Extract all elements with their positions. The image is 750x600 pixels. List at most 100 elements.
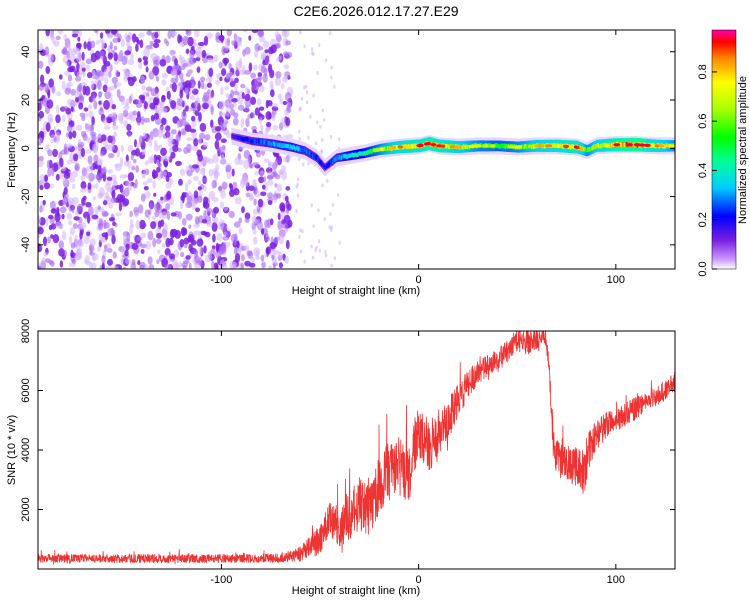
noise-cell	[178, 211, 182, 220]
noise-cell	[110, 30, 118, 35]
noise-cell	[285, 40, 292, 46]
noise-cell	[80, 187, 87, 193]
noise-cell	[268, 112, 272, 120]
noise-cell	[91, 133, 96, 143]
noise-cell	[215, 242, 220, 253]
noise-cell	[184, 244, 188, 249]
track-cell	[235, 134, 237, 139]
noise-cell	[316, 120, 319, 125]
noise-cell	[194, 110, 199, 117]
noise-cell	[55, 221, 61, 229]
noise-cell	[283, 30, 288, 38]
noise-cell	[234, 253, 241, 263]
noise-cell	[101, 39, 105, 48]
noise-cell	[133, 158, 137, 164]
noise-cell	[299, 249, 303, 254]
noise-cell	[221, 45, 227, 56]
track-cell	[290, 145, 292, 150]
noise-cell	[119, 114, 124, 125]
track-hotspot	[419, 143, 424, 147]
track-cell	[283, 143, 286, 148]
colorbar-tick-label: 0.4	[697, 163, 709, 178]
noise-cell	[197, 80, 201, 89]
noise-cell	[116, 148, 120, 158]
y-tick-label: -40	[20, 237, 32, 253]
track-hotspot	[484, 144, 489, 148]
noise-cell	[63, 187, 68, 195]
noise-cell	[136, 236, 143, 241]
noise-cell	[285, 209, 290, 214]
noise-cell	[39, 184, 44, 191]
noise-cell	[146, 30, 152, 36]
noise-cell	[129, 46, 133, 52]
noise-cell	[44, 46, 50, 56]
noise-cell	[97, 164, 102, 174]
noise-cell	[69, 65, 76, 73]
noise-cell	[178, 64, 183, 72]
noise-cell	[240, 178, 246, 188]
noise-cell	[152, 215, 156, 220]
noise-cell	[99, 50, 105, 60]
noise-cell	[154, 31, 159, 39]
noise-cell	[55, 114, 61, 124]
noise-cell	[61, 80, 66, 90]
noise-cell	[193, 138, 199, 147]
noise-cell	[243, 159, 250, 170]
noise-cell	[298, 107, 301, 112]
noise-cell	[285, 239, 290, 250]
noise-cell	[221, 68, 227, 77]
track-hotspot	[613, 143, 621, 147]
noise-cell	[144, 191, 151, 199]
noise-cell	[125, 258, 131, 265]
noise-cell	[91, 214, 99, 220]
noise-cell	[148, 96, 154, 102]
track-cell	[311, 152, 313, 158]
noise-cell	[48, 260, 54, 265]
track-hotspot	[389, 146, 394, 150]
noise-cell	[125, 41, 131, 48]
noise-cell	[138, 135, 144, 145]
noise-cell	[188, 262, 192, 269]
noise-cell	[208, 168, 214, 177]
noise-cell	[228, 182, 233, 189]
noise-cell	[52, 148, 58, 158]
noise-cell	[210, 119, 214, 128]
noise-cell	[219, 201, 225, 209]
track-cell	[286, 144, 289, 149]
track-cell	[582, 147, 584, 152]
track-cell	[624, 142, 627, 147]
noise-cell	[321, 108, 324, 113]
noise-cell	[218, 34, 225, 42]
noise-cell	[47, 167, 52, 177]
track-cell	[605, 142, 607, 148]
snr-series	[38, 331, 675, 565]
noise-cell	[105, 144, 109, 151]
noise-cell	[286, 134, 294, 139]
track-cell	[402, 144, 405, 149]
noise-cell	[116, 193, 124, 204]
noise-cell	[283, 157, 288, 163]
track-cell	[310, 152, 312, 157]
noise-cell	[312, 224, 315, 229]
noise-cell	[174, 229, 181, 239]
track-cell	[367, 149, 369, 155]
track-cell	[496, 143, 499, 148]
noise-cell	[264, 235, 270, 242]
noise-cell	[139, 219, 146, 230]
y-tick-label: 0	[20, 145, 32, 151]
noise-cell	[75, 209, 79, 217]
track-cell	[611, 142, 614, 147]
track-cell	[356, 152, 359, 158]
track-cell	[307, 150, 309, 155]
track-cell	[345, 154, 348, 159]
noise-cell	[89, 238, 96, 247]
noise-cell	[236, 240, 240, 249]
noise-cell	[123, 174, 128, 179]
track-cell	[551, 143, 554, 149]
noise-cell	[272, 263, 276, 269]
noise-cell	[312, 93, 315, 98]
noise-cell	[196, 50, 203, 59]
track-cell	[589, 146, 591, 152]
noise-cell	[159, 59, 167, 67]
noise-cell	[61, 230, 67, 241]
